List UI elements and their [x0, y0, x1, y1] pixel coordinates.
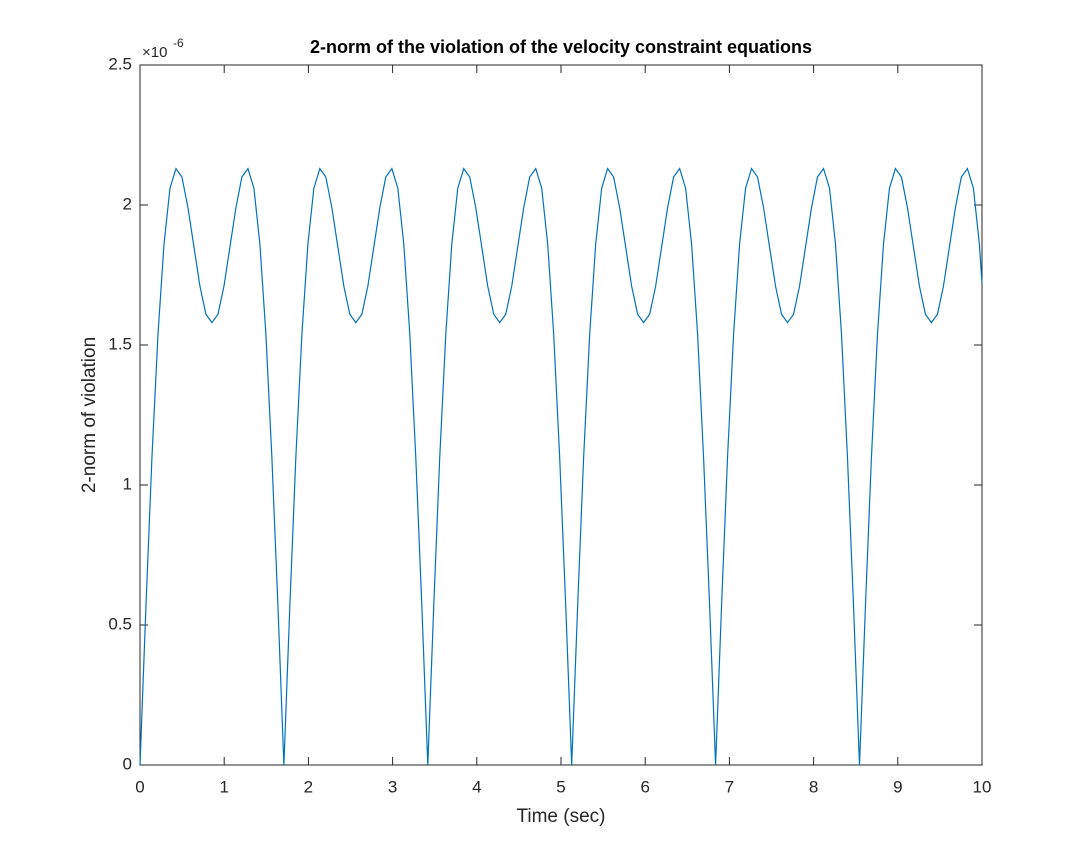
y-tick-label: 0.5: [108, 614, 132, 633]
x-axis-label: Time (sec): [516, 806, 605, 827]
y-axis-label: 2-norm of violation: [79, 337, 100, 493]
chart-title: 2-norm of the violation of the velocity …: [310, 37, 812, 57]
y-tick-label: 1.5: [108, 334, 132, 353]
x-tick-label: 1: [219, 777, 228, 796]
y-tick-label: 0: [123, 754, 132, 773]
y-tick-label: 2.5: [108, 54, 132, 73]
y-exponent-power: -6: [173, 36, 184, 50]
x-tick-label: 7: [725, 777, 734, 796]
x-tick-label: 4: [472, 777, 481, 796]
x-tick-label: 3: [388, 777, 397, 796]
y-exponent-base: ×10: [142, 44, 167, 61]
y-tick-label: 2: [123, 194, 132, 213]
x-tick-label: 2: [304, 777, 313, 796]
x-tick-label: 6: [640, 777, 649, 796]
x-tick-label: 9: [893, 777, 902, 796]
y-tick-label: 1: [123, 474, 132, 493]
x-tick-label: 10: [973, 777, 992, 796]
data-line: [139, 167, 983, 766]
x-tick-label: 8: [809, 777, 818, 796]
x-tick-label: 5: [556, 777, 565, 796]
x-tick-label: 0: [135, 777, 144, 796]
